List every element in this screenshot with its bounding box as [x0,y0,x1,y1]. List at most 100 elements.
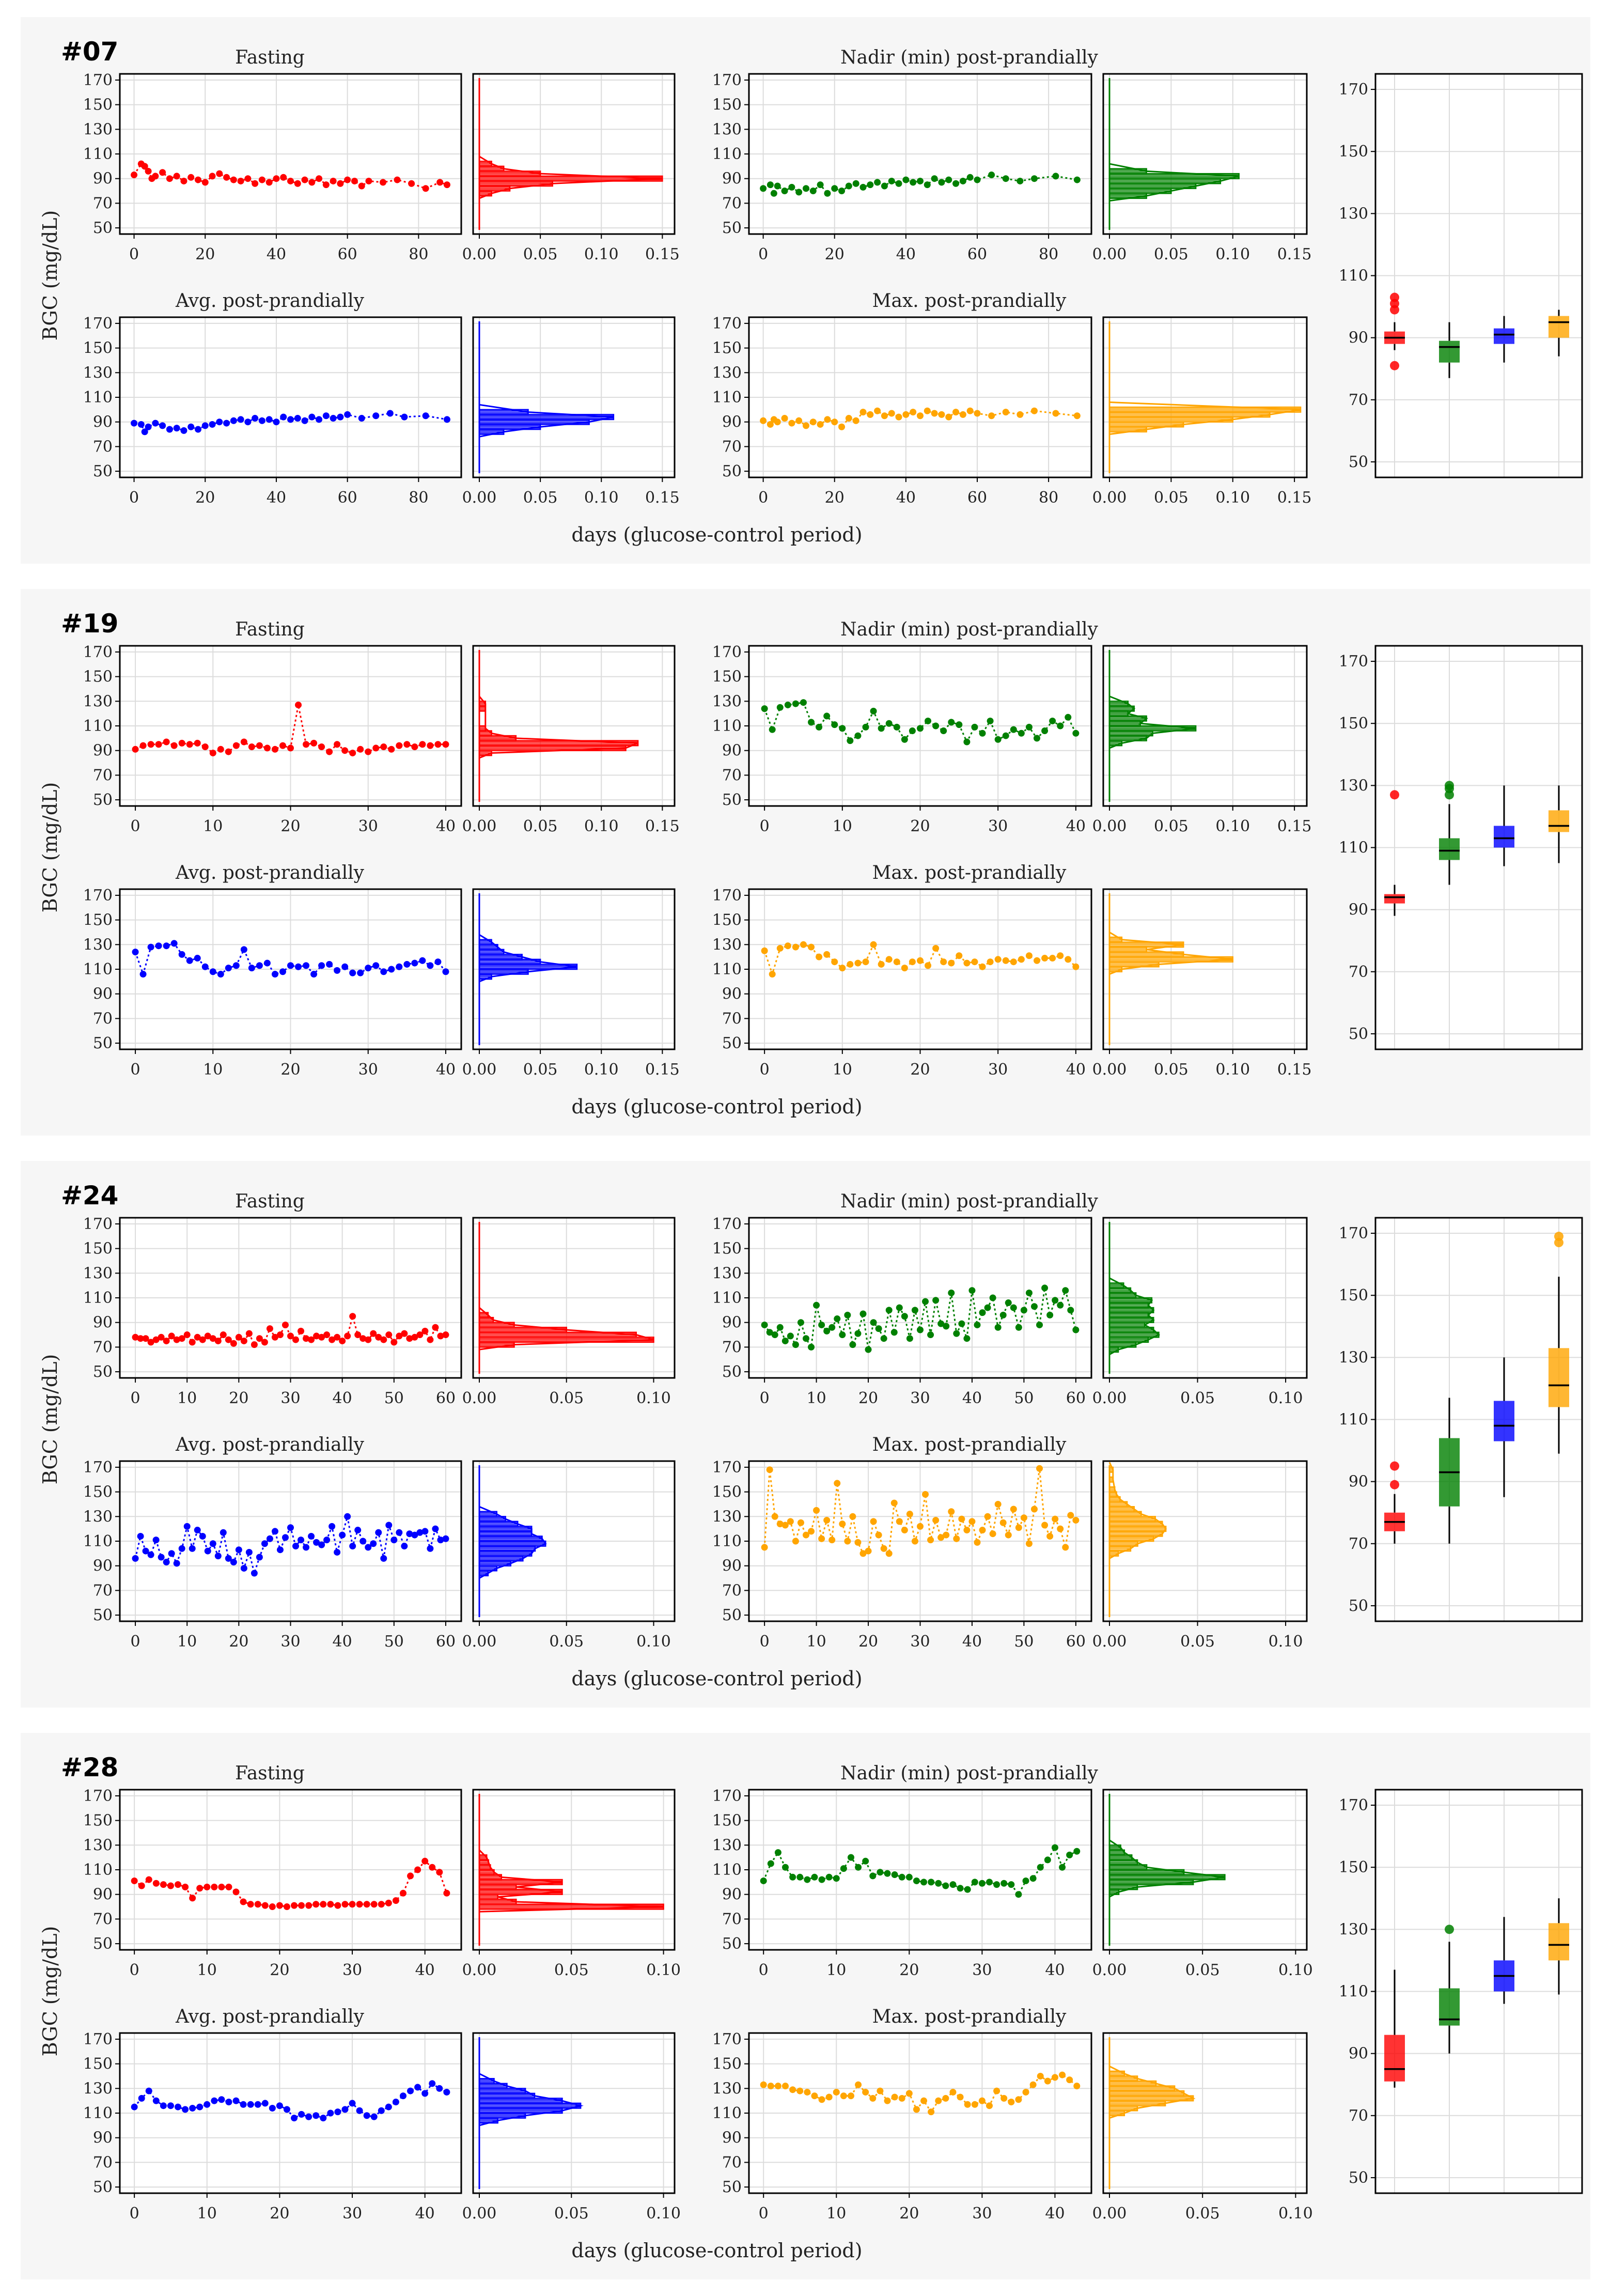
data-point [787,1518,794,1525]
x-tick-label: 40 [267,489,286,507]
x-tick-label: 0.15 [645,245,680,263]
data-point [139,971,147,978]
data-point [938,179,945,186]
data-point [337,180,344,187]
data-point [817,421,824,428]
density-curve [479,1506,547,1579]
boxplot-panel: 50 70 90 110 130 150 170 [1339,1217,1583,1622]
data-point [312,1901,320,1908]
data-point [847,1854,854,1861]
x-tick-label: 0.10 [1278,2205,1313,2223]
data-point [248,743,255,751]
x-tick-label: 0.00 [1092,489,1127,507]
x-tick-label: 20 [858,1633,878,1651]
data-point [163,1559,170,1566]
data-point [365,177,372,184]
x-tick-label: 0 [759,1961,769,1979]
data-point [394,176,401,183]
data-point [265,416,273,423]
data-point [411,959,418,967]
y-tick-label: 50 [93,462,113,480]
data-point [167,2102,174,2109]
data-point [870,1319,877,1326]
plot-frame [119,73,462,235]
data-point [974,410,981,417]
data-point [811,2092,818,2100]
x-tick-label: 60 [338,489,357,507]
data-point [808,719,815,726]
data-point [1031,1506,1038,1513]
data-point [911,1538,918,1545]
x-tick-label: 0 [129,245,139,263]
data-point [276,1331,284,1339]
data-point [334,2108,341,2116]
data-point [862,958,869,966]
data-point [902,176,910,183]
data-point [1010,1506,1017,1513]
data-point [401,1330,408,1337]
data-point [330,177,337,184]
data-point [232,2097,240,2104]
data-point [131,2103,138,2111]
data-point [183,1331,191,1339]
data-point [232,962,240,969]
scatter-panel: 0 10 20 30 40 50 70 90 110 130 150 170 [712,887,1092,1079]
y-tick-label: 170 [712,1215,742,1233]
data-point [298,1537,305,1544]
data-point [163,738,170,746]
data-point [797,1519,804,1526]
data-point [789,2086,796,2093]
data-point [254,2101,261,2108]
x-tick-label: 30 [358,1061,378,1079]
plot-frame [472,1217,676,1379]
data-point [261,1540,268,1547]
data-point [147,741,154,748]
data-point [854,732,862,739]
data-point [308,1532,315,1540]
data-point [131,420,138,427]
data-point [385,1522,393,1529]
plot-frame [748,316,1092,478]
data-point [244,418,252,426]
data-point [349,1901,356,1908]
data-point [838,423,846,430]
y-tick-label: 50 [722,791,742,809]
data-point [831,958,838,966]
data-point [132,949,139,956]
data-point [840,1865,847,1872]
x-tick-label: 0 [758,245,768,263]
scatter-panel: 0 10 20 30 40 50 70 90 110 130 150 170 [83,1787,462,1979]
x-tick-label: 20 [280,817,300,835]
patient-id: #24 [61,1181,118,1211]
data-point [1041,1284,1049,1292]
data-point [893,958,900,966]
data-point [168,1550,175,1557]
data-point [1000,1880,1008,1887]
box-iqr [1439,838,1460,860]
data-point [436,2085,443,2092]
data-point [828,1537,836,1544]
data-point [1073,2083,1081,2090]
data-point [931,410,938,417]
patient-panel-1: #07 days (glucose-control period) BGC (mg/… [39,37,1583,546]
x-tick-label: 30 [910,1389,930,1407]
data-point [137,1532,144,1540]
patient-id: #19 [61,609,118,639]
data-point [359,1538,367,1545]
x-tick-label: 10 [806,1633,826,1651]
x-tick-label: 0 [758,489,768,507]
data-point [434,958,442,966]
data-point [885,1307,893,1314]
data-point [808,1528,815,1535]
data-point [214,1553,222,1560]
data-point [1072,1516,1080,1524]
data-point [994,1324,1002,1331]
data-point [920,1879,928,1886]
density-curve [1109,932,1233,975]
scatter-panel: 0 10 20 30 40 50 70 90 110 130 150 170 [712,1787,1092,1979]
data-point [948,719,955,726]
data-point [326,748,333,755]
box-iqr [1549,1348,1569,1407]
data-point [849,1513,856,1520]
x-tick-label: 50 [1014,1633,1034,1651]
